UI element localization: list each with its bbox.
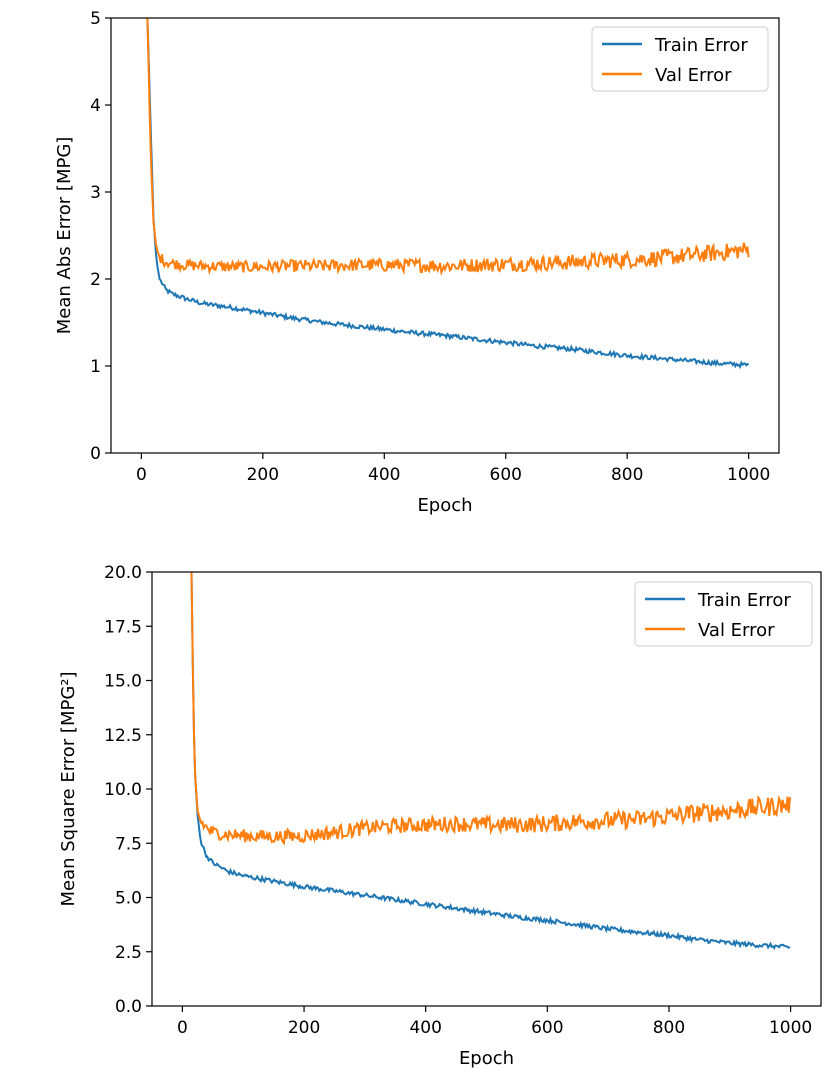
mae-series-train-line <box>146 18 750 370</box>
mse-y-tick-label: 10.0 <box>104 780 142 800</box>
mse-y-tick-label: 5.0 <box>115 889 142 909</box>
mse-y-tick-label: 15.0 <box>104 672 142 692</box>
mse-y-axis-label: Mean Square Error [MPG²] <box>58 671 79 906</box>
mae-chart-panel: 0 200 400 600 800 1000 0 1 2 3 4 5 Epoch Mean Abs Err… <box>54 9 780 516</box>
mae-x-tick-label: 0 <box>136 465 147 485</box>
mse-legend-label-train: Train Error <box>697 590 791 611</box>
mae-y-tick-label: 3 <box>90 183 101 203</box>
mse-x-tick-label: 400 <box>409 1018 441 1038</box>
mae-x-tick-label: 600 <box>490 465 522 485</box>
mse-y-tick-label: 7.5 <box>115 834 142 854</box>
mae-legend-label-train: Train Error <box>654 35 748 56</box>
mae-x-tick-label: 1000 <box>727 465 770 485</box>
mse-legend: Train Error Val Error <box>634 581 813 647</box>
mae-series-val-line <box>146 18 750 277</box>
mse-y-tick-label: 20.0 <box>104 563 142 583</box>
mse-x-tick-label: 600 <box>531 1018 563 1038</box>
mse-legend-label-val: Val Error <box>698 620 775 641</box>
mae-y-tick-label: 2 <box>90 270 101 290</box>
mae-y-tick-label: 1 <box>90 357 101 377</box>
mae-plot-frame <box>110 17 780 454</box>
mse-x-axis-label: Epoch <box>459 1048 514 1069</box>
mse-y-tick-label: 17.5 <box>104 617 142 637</box>
mae-x-axis-label: Epoch <box>417 495 472 516</box>
mae-x-tick-label: 800 <box>611 465 643 485</box>
mae-legend: Train Error Val Error <box>591 26 769 92</box>
mse-series-train-line <box>190 572 791 951</box>
mse-x-tick-label: 1000 <box>769 1018 812 1038</box>
mse-x-tick-label: 800 <box>653 1018 685 1038</box>
mse-chart-panel: 0 200 400 600 800 1000 0.0 2.5 5.0 7.5 10.0 12.5 15.… <box>58 563 822 1069</box>
mae-y-axis-label: Mean Abs Error [MPG] <box>54 137 75 335</box>
mse-y-tick-label: 2.5 <box>115 943 142 963</box>
mse-y-tick-label: 0.0 <box>115 997 142 1017</box>
mse-series-val-line <box>190 572 791 846</box>
mae-x-tick-label: 400 <box>368 465 400 485</box>
mse-y-tick-label: 12.5 <box>104 726 142 746</box>
mae-y-tick-label: 0 <box>90 444 101 464</box>
mae-y-tick-label: 5 <box>90 9 101 29</box>
mae-x-tick-label: 200 <box>247 465 279 485</box>
mse-x-tick-label: 200 <box>288 1018 320 1038</box>
mae-legend-label-val: Val Error <box>655 65 732 86</box>
mae-y-tick-label: 4 <box>90 96 101 116</box>
mse-x-tick-label: 0 <box>177 1018 188 1038</box>
